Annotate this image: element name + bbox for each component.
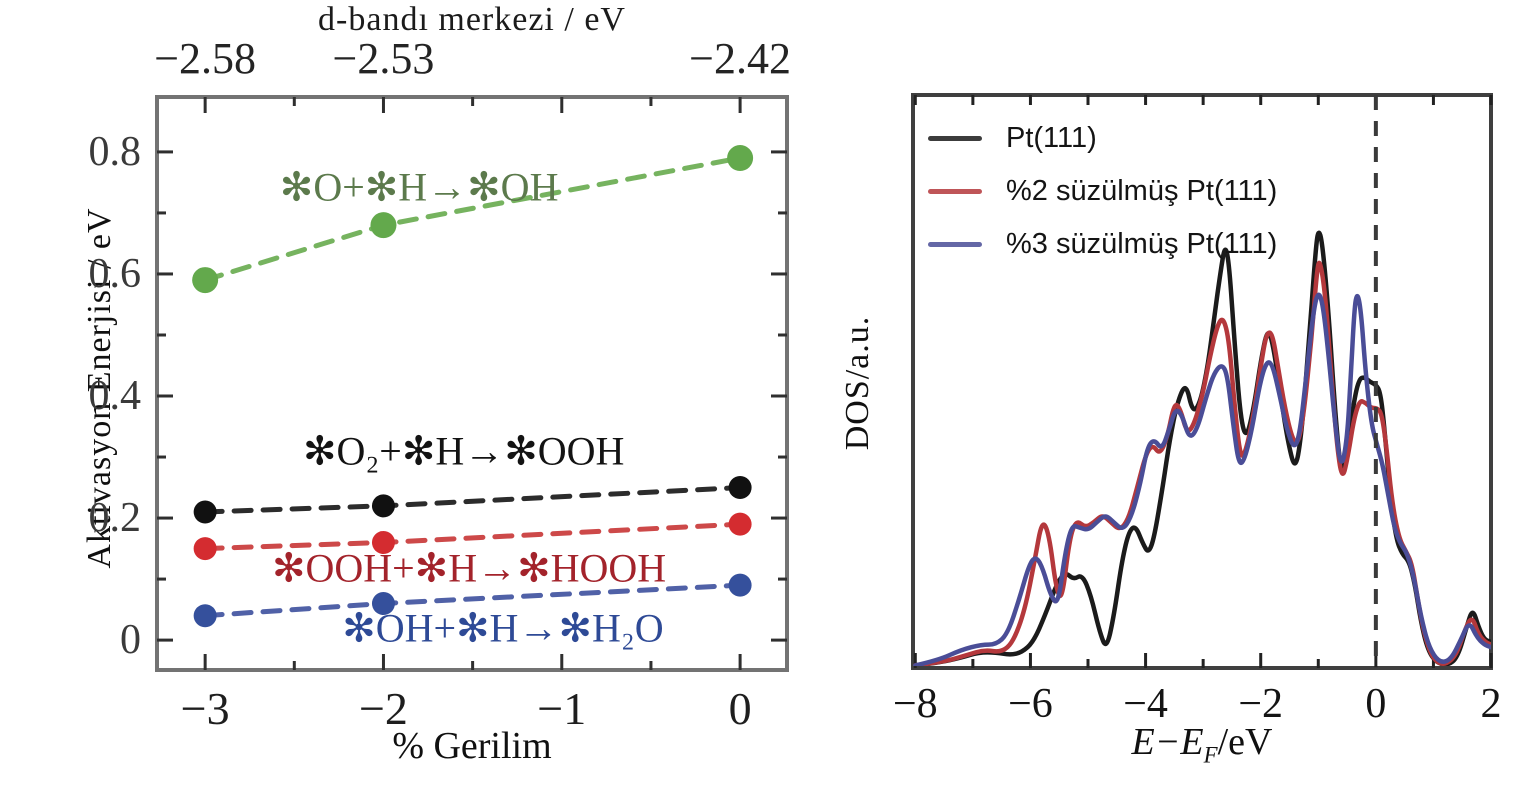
reaction-label-o-h-oh: ✻O+✻H→✻OH xyxy=(279,164,559,210)
data-point xyxy=(728,476,752,500)
data-point xyxy=(371,530,395,554)
x-tick-label: −1 xyxy=(537,683,587,734)
legend-line-swatch-blue xyxy=(928,242,982,247)
series-line-1 xyxy=(202,485,743,515)
reaction-label-ooh-h-hooh: ✻OOH+✻H→✻HOOH xyxy=(271,545,667,591)
y-tick-label: 0.4 xyxy=(88,373,142,419)
data-point xyxy=(370,212,397,239)
data-point xyxy=(371,591,395,615)
data-point xyxy=(728,573,752,597)
data-point xyxy=(193,604,217,628)
legend-label: %2 süzülmüş Pt(111) xyxy=(1006,175,1278,207)
top-tick-label: −2.53 xyxy=(332,34,435,83)
x-tick-label: −2 xyxy=(1238,681,1284,727)
top-tick-label: −2.58 xyxy=(154,34,257,83)
x-tick-label: 0 xyxy=(1365,681,1387,727)
energy-label-main: E−E xyxy=(1131,721,1204,763)
data-point xyxy=(728,512,752,536)
y-tick-label: 0 xyxy=(120,617,141,664)
legend-line-swatch-red xyxy=(928,189,982,194)
legend-item-pt111: Pt(111) xyxy=(928,112,1277,165)
y-tick-label: 0.6 xyxy=(88,250,142,297)
legend-item-2pct: %2 süzülmüş Pt(111) xyxy=(928,165,1277,218)
legend-item-3pct: %3 süzülmüş Pt(111) xyxy=(928,218,1277,271)
dos-curve-1 xyxy=(913,260,1491,666)
x-tick-label: −3 xyxy=(180,683,230,734)
y-axis-label-dos: DOS/a.u. xyxy=(839,315,876,451)
data-point xyxy=(727,145,754,172)
data-point xyxy=(193,537,217,561)
legend: Pt(111) %2 süzülmüş Pt(111) %3 süzülmüş … xyxy=(928,112,1277,271)
y-tick-label: 0.8 xyxy=(88,128,142,175)
x-tick-label: 2 xyxy=(1480,681,1502,727)
energy-label-unit: /eV xyxy=(1217,721,1273,763)
x-tick-label: −6 xyxy=(1008,681,1053,727)
x-tick-label: −8 xyxy=(892,681,938,727)
legend-line-swatch-black xyxy=(928,136,982,141)
fermi-subscript: F xyxy=(1203,742,1218,768)
reaction-label-oh-h-h2o: ✻OH+✻H→✻H₂O xyxy=(342,605,664,651)
top-axis-title: d-bandı merkezi / eV xyxy=(318,1,626,38)
data-point xyxy=(371,494,395,518)
x-tick-label: −2 xyxy=(358,683,408,734)
x-tick-label: 0 xyxy=(728,683,752,734)
top-tick-label: −2.42 xyxy=(689,34,792,83)
y-tick-label: 0.2 xyxy=(88,495,142,542)
data-point xyxy=(192,267,219,294)
x-axis-label-strain: % Gerilim xyxy=(392,725,552,767)
data-point xyxy=(193,500,217,524)
dos-curve-2 xyxy=(913,292,1491,666)
x-tick-label: −4 xyxy=(1123,681,1168,727)
x-axis-label-energy: E−EF/eV xyxy=(913,720,1491,769)
legend-label: %3 süzülmüş Pt(111) xyxy=(1006,228,1278,260)
legend-label: Pt(111) xyxy=(1006,122,1097,154)
dos-curve-0 xyxy=(913,230,1491,666)
reaction-label-o2-h-ooh: ✻O₂+✻H→✻OOH xyxy=(302,428,625,474)
